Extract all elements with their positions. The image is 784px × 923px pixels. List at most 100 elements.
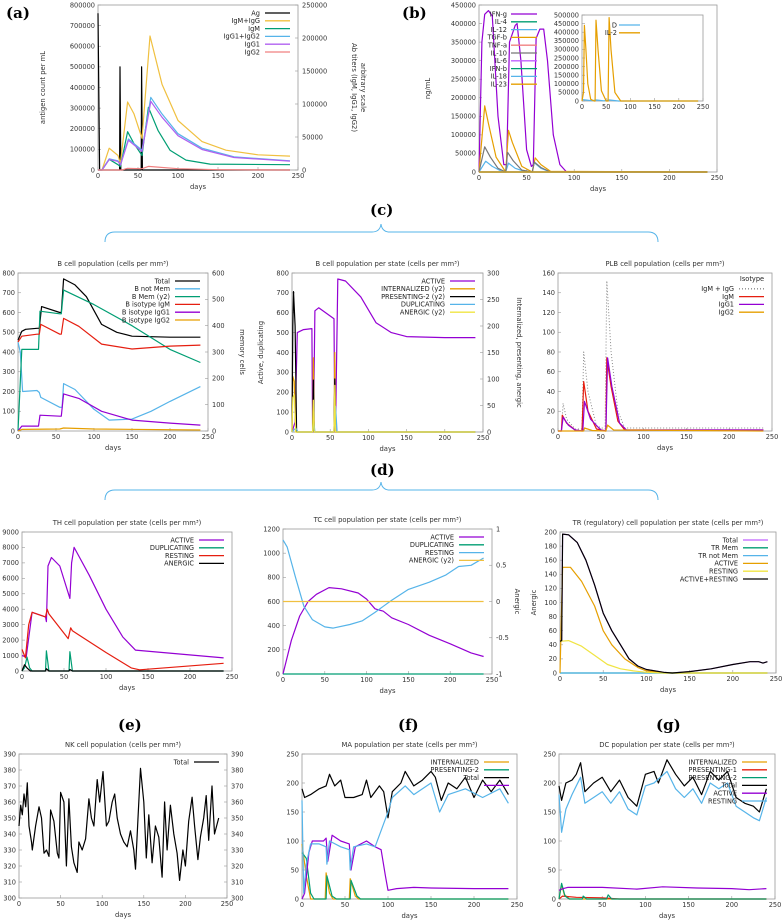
series-presenting-2 bbox=[301, 852, 509, 900]
legend-label: IFN-b bbox=[490, 65, 507, 73]
y-tick-label: 800 bbox=[267, 574, 280, 582]
y-tick-label: 1200 bbox=[263, 525, 280, 533]
legend-label: Total bbox=[154, 277, 171, 285]
x-tick-label: 250 bbox=[202, 433, 215, 441]
y-tick-label: 250000 bbox=[554, 54, 579, 62]
x-tick-label: 200 bbox=[164, 433, 177, 441]
y2-tick-label: 50 bbox=[487, 402, 495, 410]
y2-tick-label: 100000 bbox=[302, 100, 327, 108]
y2-tick-label: 380 bbox=[231, 766, 244, 774]
x-tick-label: 100 bbox=[360, 676, 373, 684]
y-tick-label: 300 bbox=[2, 368, 15, 376]
legend-label: ACTIVE bbox=[421, 277, 445, 285]
x-tick-label: 250 bbox=[769, 901, 782, 909]
x-tick-label: 250 bbox=[697, 103, 710, 111]
x-tick-label: 200 bbox=[252, 172, 265, 180]
x-axis-label: days bbox=[115, 911, 132, 919]
y-tick-label: 370 bbox=[3, 782, 16, 790]
series-igg2 bbox=[98, 165, 291, 171]
x-tick-label: 0 bbox=[477, 174, 481, 182]
y-tick-label: 800 bbox=[276, 269, 289, 277]
y-tick-label: 60 bbox=[547, 368, 555, 376]
x-tick-label: 150 bbox=[402, 676, 415, 684]
legend-label: B isotype IgG1 bbox=[122, 309, 170, 317]
y-tick-label: 0 bbox=[575, 97, 579, 105]
y-tick-label: 100 bbox=[2, 408, 15, 416]
y2-tick-label: 600 bbox=[212, 269, 225, 277]
x-tick-label: 50 bbox=[326, 434, 334, 442]
y-tick-label: 5000 bbox=[2, 590, 19, 598]
chart-title: DC population per state (cells per mm³) bbox=[599, 741, 735, 749]
chart-title: TH cell population per state (cells per … bbox=[52, 519, 202, 527]
legend-label: RESTING bbox=[165, 552, 194, 560]
y-tick-label: 0 bbox=[472, 168, 476, 176]
y-tick-label: 250 bbox=[286, 750, 299, 758]
plot-area bbox=[18, 753, 228, 899]
y-tick-label: 250 bbox=[543, 750, 556, 758]
y2-tick-label: 500 bbox=[212, 296, 225, 304]
legend-label: PRESENTING-2 bbox=[688, 774, 737, 782]
x-tick-label: 150 bbox=[400, 434, 413, 442]
x-tick-label: 100 bbox=[637, 433, 650, 441]
y-tick-label: 300 bbox=[276, 369, 289, 377]
x-tick-label: 50 bbox=[56, 900, 64, 908]
y-tick-label: 120 bbox=[544, 585, 557, 593]
y2-axis-label: Anergic bbox=[513, 589, 521, 615]
legend-label: PRESENTING-1 bbox=[688, 766, 737, 774]
y-tick-label: 600 bbox=[276, 309, 289, 317]
x-axis-label: days bbox=[590, 185, 607, 193]
series-unlabeled bbox=[301, 834, 509, 900]
y2-tick-label: 360 bbox=[231, 798, 244, 806]
x-tick-label: 200 bbox=[723, 433, 736, 441]
y-tick-label: 340 bbox=[3, 830, 16, 838]
x-tick-label: 100 bbox=[88, 433, 101, 441]
x-tick-label: 200 bbox=[727, 675, 740, 683]
legend-label: IL-4 bbox=[495, 18, 507, 26]
chart-d3: 0 50 100 150 200 250 0 20 40 60 80 100 120 140 160 180 2… bbox=[530, 519, 782, 694]
chart-f: 0 50 100 150 200 250 0 50 100 150 200 250 MA populat… bbox=[286, 741, 523, 920]
series-resting bbox=[559, 640, 768, 674]
legend-label: IgG2 bbox=[719, 309, 734, 317]
series-total bbox=[558, 759, 767, 813]
chart-g: 0 50 100 150 200 250 0 50 100 150 200 250 DC populat… bbox=[543, 741, 781, 920]
x-tick-label: 100 bbox=[100, 673, 113, 681]
x-tick-label: 100 bbox=[382, 901, 395, 909]
y2-tick-label: 0.5 bbox=[496, 562, 507, 570]
y-tick-label: 50 bbox=[291, 866, 299, 874]
y-tick-label: 200 bbox=[2, 388, 15, 396]
y-tick-label: 500 bbox=[2, 329, 15, 337]
y2-axis-label: Ab titers (IgM, IgG1, IgG2) bbox=[350, 43, 358, 132]
legend-label: IgM bbox=[248, 25, 260, 33]
legend-label: DUPLICATING bbox=[401, 301, 445, 309]
bracket-d bbox=[104, 481, 659, 501]
y-tick-label: 700 bbox=[276, 289, 289, 297]
y-tick-label: 250000 bbox=[451, 76, 476, 84]
legend-label: D bbox=[612, 21, 617, 29]
x-tick-label: 100 bbox=[639, 901, 652, 909]
y-tick-label: 0 bbox=[91, 166, 95, 174]
x-tick-label: 150 bbox=[142, 673, 155, 681]
y-tick-label: 200 bbox=[286, 779, 299, 787]
plot-area bbox=[558, 753, 776, 900]
panel-label-c: (c) bbox=[370, 201, 393, 219]
series-il-12 bbox=[478, 160, 708, 173]
y-tick-label: 700 bbox=[2, 289, 15, 297]
x-tick-label: 200 bbox=[726, 901, 739, 909]
legend-label: IL-10 bbox=[491, 49, 507, 57]
series-d bbox=[581, 99, 699, 102]
y-tick-label: 500 bbox=[276, 329, 289, 337]
x-tick-label: 0 bbox=[557, 901, 561, 909]
legend-label: INTERNALIZED bbox=[431, 758, 479, 766]
panel-label-e: (e) bbox=[118, 716, 142, 734]
y2-tick-label: 200 bbox=[487, 322, 500, 330]
x-tick-label: 150 bbox=[680, 433, 693, 441]
y2-tick-label: 300 bbox=[212, 348, 225, 356]
series-presenting-2 bbox=[558, 882, 767, 900]
x-tick-label: 50 bbox=[602, 103, 610, 111]
legend-title: Isotype bbox=[740, 275, 764, 283]
chart-d1: 0 50 100 150 200 250 0 1000 2000 3000 4000 5000 6000… bbox=[2, 519, 238, 692]
y-tick-label: 360 bbox=[3, 798, 16, 806]
legend-label: RESTING bbox=[425, 549, 454, 557]
